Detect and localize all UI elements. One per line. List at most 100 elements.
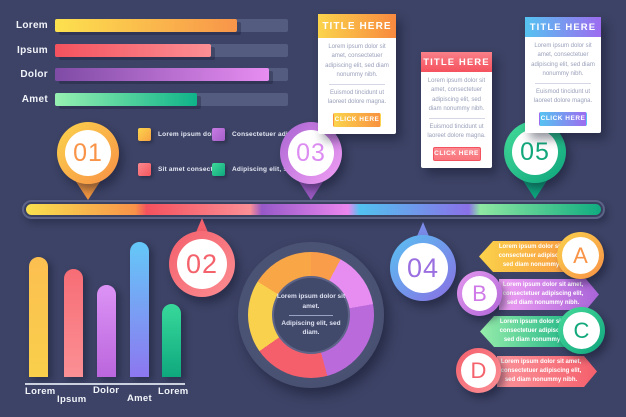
banner-badge: B [457,271,502,316]
card-title-text: TITLE HERE [529,21,597,33]
divider [428,118,485,120]
card-title-text: TITLE HERE [322,20,392,32]
badge-inner: C [563,312,600,349]
hbar-label: Dolor [20,69,48,80]
timeline-bar [22,200,605,219]
donut-center: Lorem ipsum dolor sit amet. Adipiscing e… [272,276,350,354]
banner-text: Lorem ipsum dolor sit amet, consectetuer… [502,281,584,307]
pin-circle: 02 [169,231,235,297]
divider [289,314,333,316]
hbar-label: Lorem [15,20,48,31]
banner-badge: A [557,232,604,279]
vbar [130,242,149,377]
hbar-track [55,68,288,81]
pin-circle: 04 [390,235,456,301]
card-title: TITLE HERE [525,17,601,37]
badge-inner: D [461,353,496,388]
pin-inner: 05 [512,129,558,175]
banner-badge: D [456,348,501,393]
legend-swatch [212,128,225,141]
info-card-3: TITLE HERE Lorem ipsum dolor sit amet, c… [525,17,601,133]
donut-center-text: Adipiscing elit, sed diam. [281,319,341,337]
pin-inner: 02 [177,239,227,289]
badge-letter: C [573,317,590,343]
hbar-track [55,19,288,32]
legend-label: Lorem ipsum dolor [158,131,221,138]
info-card-1: TITLE HERE Lorem ipsum dolor sit amet, c… [318,14,396,134]
pin-number: 01 [73,138,103,167]
card-paragraph: Lorem ipsum dolor sit amet, consectetuer… [531,43,595,77]
hbar-row: Ipsum [0,44,288,57]
legend-label: Sit amet consectetu [158,166,224,173]
hbar-fill [55,68,270,81]
pin-circle: 01 [57,122,119,184]
vbar [162,304,181,377]
legend-item: Consectetuer adipisc [212,128,302,141]
vbar-label: Lorem [158,386,189,397]
legend-swatch [138,128,151,141]
badge-inner: B [462,276,497,311]
badge-letter: A [573,242,588,268]
badge-inner: A [562,237,599,274]
card-title: TITLE HERE [318,14,396,38]
legend-swatch [212,163,225,176]
legend-item: Sit amet consectetu [138,163,223,176]
pin-number: 03 [296,138,326,167]
legend-label: Adipiscing elit, sed [232,166,296,173]
vbar [29,256,48,377]
hbar-fill [55,44,212,57]
donut-chart: Lorem ipsum dolor sit amet. Adipiscing e… [248,252,374,378]
legend-swatch [138,163,151,176]
donut-center-text: Lorem ipsum dolor sit amet. [276,293,346,310]
legend-item: Lorem ipsum dolor [138,128,220,141]
pin-inner: 04 [398,243,448,293]
badge-letter: B [472,280,487,306]
pin-number: 02 [185,248,219,279]
hbar-label: Ipsum [17,45,48,56]
banner-text: Lorem ipsum dolor sit amet, consectetuer… [498,243,580,269]
card-title: TITLE HERE [421,52,492,72]
info-card-2: TITLE HERE Lorem ipsum dolor sit amet, c… [421,52,492,168]
vertical-bar-chart [25,242,185,377]
banner-arrow: Lorem ipsum dolor sit amet, consectetuer… [499,279,599,310]
hbar-track [55,44,288,57]
vbar [97,285,116,377]
hbar-row: Dolor [0,68,288,81]
card-body: Lorem ipsum dolor sit amet, consectetuer… [318,38,396,134]
card-title-text: TITLE HERE [423,56,490,68]
pin-inner: 03 [288,130,334,176]
card-body: Lorem ipsum dolor sit amet, consectetuer… [421,72,492,168]
vbar-label: Amet [127,393,152,404]
banner-text: Lorem ipsum dolor sit amet, consectetuer… [499,318,581,344]
card-paragraph: Euismod tincidunt ut laoreet dolore magn… [427,124,486,140]
card-body: Lorem ipsum dolor sit amet, consectetuer… [525,37,601,133]
divider [535,83,591,85]
timeline-gradient-fill [26,204,601,215]
card-paragraph: Euismod tincidunt ut laoreet dolore magn… [533,89,593,105]
banner-text: Lorem ipsum dolor sit amet, consectetuer… [500,358,582,384]
legend-label: Consectetuer adipisc [232,131,302,138]
hbar-row: Lorem [0,19,288,32]
vbar [64,269,83,377]
pin-number: 04 [406,252,440,283]
hbar-fill [55,19,237,32]
hbar-row: Amet [0,93,288,106]
card-paragraph: Lorem ipsum dolor sit amet, consectetuer… [427,78,486,112]
click-here-button[interactable]: CLICK HERE [539,111,587,126]
card-paragraph: Lorem ipsum dolor sit amet, consectetuer… [325,44,389,78]
vbar-label: Dolor [93,385,120,396]
click-here-button[interactable]: CLICK HERE [333,112,381,127]
vbar-label: Ipsum [57,394,87,405]
divider [329,84,385,86]
hbar-fill [55,93,198,106]
click-here-button[interactable]: CLICK HERE [432,146,481,161]
card-paragraph: Euismod tincidunt ut laoreet dolore magn… [327,90,387,106]
pin-number: 05 [520,137,550,166]
hbar-label: Amet [21,94,48,105]
banner-arrow: Lorem ipsum dolor sit amet, consectetuer… [497,356,597,387]
badge-letter: D [470,357,487,383]
x-axis-line [25,383,185,385]
banner-badge: C [558,307,605,354]
vbar-label: Lorem [25,386,56,397]
